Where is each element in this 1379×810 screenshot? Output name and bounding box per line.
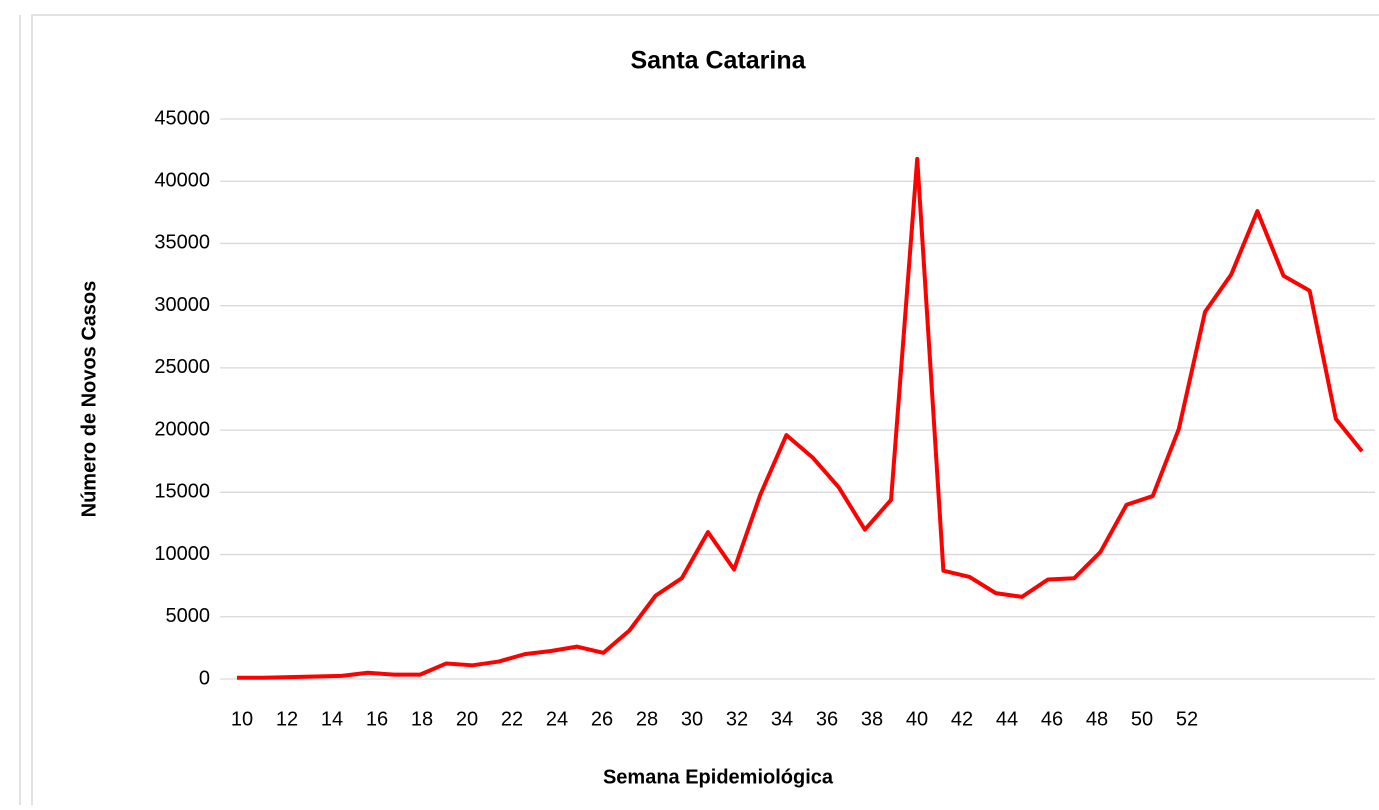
- x-tick-label: 20: [456, 708, 478, 730]
- x-tick-label: 34: [771, 708, 793, 730]
- x-tick-label: 12: [276, 708, 298, 730]
- x-tick-label: 28: [636, 708, 658, 730]
- x-tick-label: 32: [726, 708, 748, 730]
- x-tick-label: 46: [1041, 708, 1063, 730]
- x-tick-label: 30: [681, 708, 703, 730]
- chart-title: Santa Catarina: [630, 47, 806, 75]
- y-tick-label: 25000: [154, 356, 210, 378]
- y-tick-label: 10000: [154, 543, 210, 565]
- y-tick-label: 0: [199, 667, 210, 689]
- x-tick-label: 52: [1176, 708, 1198, 730]
- y-tick-label: 30000: [154, 294, 210, 316]
- y-tick-label: 15000: [154, 481, 210, 503]
- y-axis-title: Número de Novos Casos: [78, 281, 100, 518]
- y-tick-label: 20000: [154, 418, 210, 440]
- data-line: [237, 156, 1364, 680]
- x-tick-label: 22: [501, 708, 523, 730]
- x-tick-label: 18: [411, 708, 433, 730]
- x-tick-label: 26: [591, 708, 613, 730]
- x-axis-title: Semana Epidemiológica: [603, 766, 834, 788]
- x-tick-label: 10: [231, 708, 253, 730]
- x-tick-label: 24: [546, 708, 568, 730]
- x-tick-label: 50: [1131, 708, 1153, 730]
- x-tick-label: 14: [321, 708, 343, 730]
- x-tick-label: 48: [1086, 708, 1108, 730]
- x-tick-label: 16: [366, 708, 388, 730]
- x-tick-label: 44: [996, 708, 1018, 730]
- x-tick-label: 38: [861, 708, 883, 730]
- y-tick-label: 40000: [154, 170, 210, 192]
- x-tick-label: 36: [816, 708, 838, 730]
- y-tick-label: 45000: [154, 107, 210, 129]
- x-tick-label: 42: [951, 708, 973, 730]
- y-tick-label: 35000: [154, 232, 210, 254]
- x-tick-label: 40: [906, 708, 928, 730]
- chart-frame: [31, 14, 1379, 810]
- y-tick-label: 5000: [166, 605, 211, 627]
